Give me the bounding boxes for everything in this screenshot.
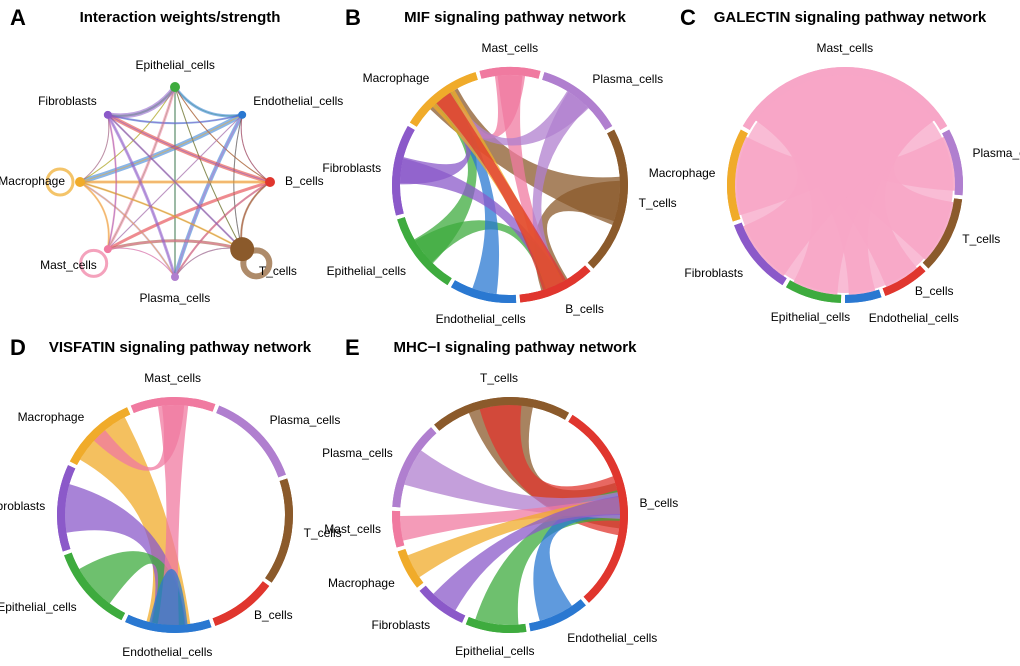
cell-label: Fibroblasts (322, 161, 381, 175)
cell-label: Endothelial_cells (122, 645, 212, 659)
panel-e: E MHC−I signaling pathway network T_cell… (345, 335, 675, 655)
cell-label: Macrophage (363, 71, 430, 85)
cell-label: Endothelial_cells (567, 631, 657, 645)
cell-label: Plasma_cells (592, 72, 663, 86)
cell-label: Epithelial_cells (771, 310, 850, 324)
cell-label: Fibroblasts (684, 266, 743, 280)
cell-label: Plasma_cells (270, 413, 341, 427)
cell-label: Endothelial_cells (253, 94, 343, 108)
cell-label: T_cells (480, 371, 518, 385)
cell-label: Macrophage (649, 166, 716, 180)
cell-label: Epithelial_cells (327, 264, 406, 278)
cell-label: Endothelial_cells (869, 311, 959, 325)
cell-label: Fibroblasts (0, 499, 45, 513)
panel-a: A Interaction weights/strength Epithelia… (10, 5, 340, 325)
cell-label: B_cells (254, 608, 293, 622)
panel-d: D VISFATIN signaling pathway network Mas… (10, 335, 340, 655)
cell-label: Mast_cells (817, 41, 874, 55)
chord-chart-c (680, 27, 1010, 327)
cell-label: T_cells (962, 232, 1000, 246)
cell-label: Plasma_cells (140, 291, 211, 305)
panel-title-e: MHC−I signaling pathway network (375, 339, 655, 356)
panel-b: B MIF signaling pathway network Mast_cel… (345, 5, 675, 325)
chord-chart-e (345, 357, 675, 657)
cell-label: Endothelial_cells (436, 312, 526, 326)
cell-label: B_cells (915, 284, 954, 298)
cell-label: T_cells (639, 196, 677, 210)
cell-label: Mast_cells (482, 41, 539, 55)
cell-label: Mast_cells (324, 522, 381, 536)
panel-title-c: GALECTIN signaling pathway network (710, 9, 990, 26)
panel-title-b: MIF signaling pathway network (375, 9, 655, 26)
panel-title-a: Interaction weights/strength (40, 9, 320, 26)
panel-title-d: VISFATIN signaling pathway network (40, 339, 320, 356)
cell-label: Plasma_cells (972, 146, 1020, 160)
cell-label: Epithelial_cells (136, 58, 215, 72)
cell-label: B_cells (640, 496, 679, 510)
cell-label: Mast_cells (40, 258, 97, 272)
cell-label: Macrophage (0, 174, 65, 188)
cell-label: Plasma_cells (322, 446, 393, 460)
cell-label: Macrophage (18, 410, 85, 424)
cell-label: Epithelial_cells (0, 600, 77, 614)
cell-label: Epithelial_cells (455, 644, 534, 658)
cell-label: B_cells (565, 302, 604, 316)
panel-c: C GALECTIN signaling pathway network Mas… (680, 5, 1010, 325)
cell-label: Macrophage (328, 576, 395, 590)
cell-label: Fibroblasts (38, 94, 97, 108)
cell-label: Mast_cells (144, 371, 201, 385)
cell-label: B_cells (285, 174, 324, 188)
cell-label: Fibroblasts (371, 618, 430, 632)
cell-label: T_cells (259, 264, 297, 278)
